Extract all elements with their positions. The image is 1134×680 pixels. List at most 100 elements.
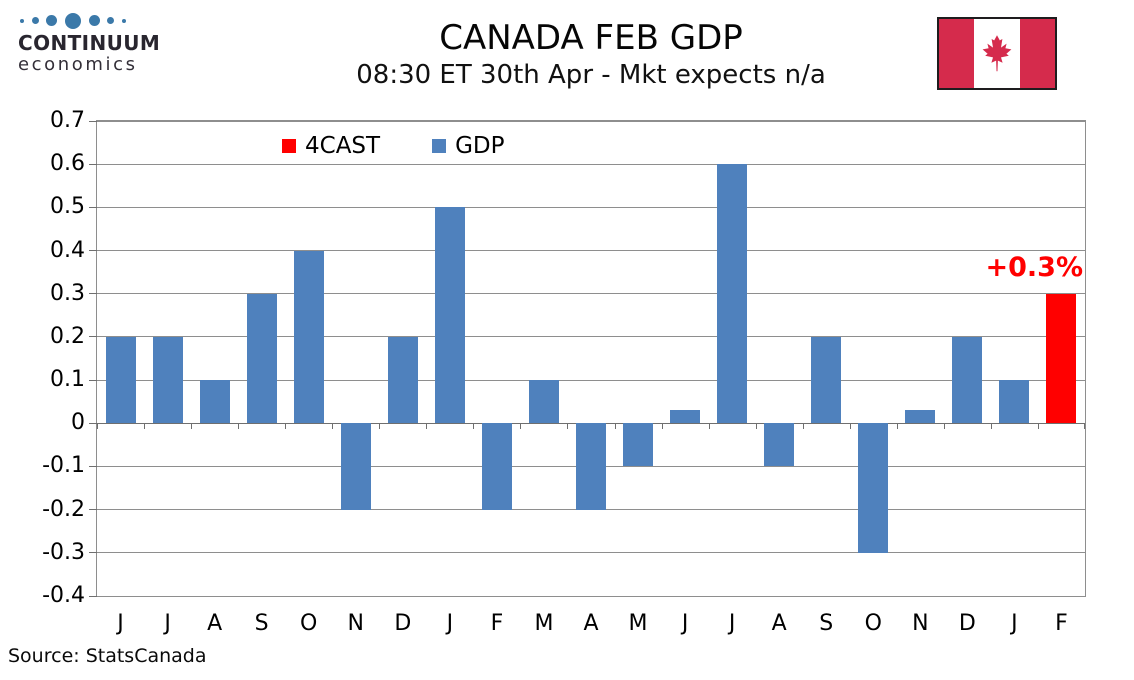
maple-leaf-icon: [982, 34, 1012, 71]
gridline: [97, 509, 1085, 511]
x-tick-mark: [473, 423, 475, 430]
x-tick-label: F: [1055, 611, 1068, 636]
x-tick-mark: [285, 423, 287, 430]
y-tick-label: 0.5: [50, 194, 85, 220]
x-tick-mark: [520, 423, 522, 430]
x-tick-label: D: [394, 611, 412, 636]
logo-dot: [64, 12, 81, 29]
bar-gdp-j: [105, 336, 136, 424]
legend-swatch-4cast: [282, 139, 296, 153]
x-tick-label: S: [819, 611, 834, 636]
bar-4cast-f: [1046, 293, 1077, 424]
bar-gdp-j: [434, 207, 465, 424]
bar-gdp-s: [811, 336, 842, 424]
bar-gdp-s: [246, 293, 277, 424]
x-tick-mark: [708, 423, 710, 430]
y-tick-label: -0.4: [42, 583, 85, 608]
y-tick-label: 0.2: [50, 323, 85, 349]
logo-dot: [121, 18, 126, 23]
legend-item-gdp: GDP: [432, 133, 504, 159]
gridline: [97, 552, 1085, 554]
y-tick-label: 0.1: [50, 367, 85, 393]
x-tick-label: J: [728, 611, 736, 636]
x-tick-label: S: [254, 611, 269, 636]
title-block: CANADA FEB GDP 08:30 ET 30th Apr - Mkt e…: [96, 18, 1086, 90]
forecast-annotation: +0.3%: [985, 252, 1083, 283]
gridline: [97, 336, 1085, 338]
x-tick-mark: [1084, 423, 1085, 430]
x-tick-label: J: [1011, 611, 1018, 636]
x-tick-mark: [755, 423, 757, 430]
legend-label-gdp: GDP: [455, 133, 505, 159]
x-tick-label: J: [681, 611, 689, 636]
x-tick-label: D: [958, 611, 976, 636]
gridline: [97, 595, 1085, 597]
source-caption: Source: StatsCanada: [8, 645, 207, 667]
y-tick-mark: [89, 163, 97, 165]
x-tick-label: J: [117, 611, 124, 636]
x-tick-mark: [332, 423, 334, 430]
y-tick-label: -0.3: [42, 539, 85, 565]
y-tick-mark: [89, 552, 97, 554]
y-tick-mark: [89, 336, 97, 338]
bar-gdp-o: [858, 423, 889, 553]
logo-subtitle: economics: [18, 54, 138, 75]
y-tick-mark: [89, 379, 97, 381]
y-tick-label: -0.2: [42, 496, 85, 522]
x-tick-mark: [191, 423, 193, 430]
x-tick-label: M: [534, 611, 554, 636]
y-tick-mark: [89, 206, 97, 208]
x-tick-mark: [1037, 423, 1039, 430]
y-tick-label: 0.3: [50, 280, 85, 306]
x-tick-mark: [426, 423, 428, 430]
x-tick-mark: [238, 423, 240, 430]
y-tick-label: 0.4: [50, 237, 85, 263]
bar-gdp-j: [717, 164, 748, 424]
logo-dots-icon: [20, 12, 126, 29]
bar-gdp-j: [152, 336, 183, 424]
x-tick-mark: [896, 423, 898, 430]
legend-label-4cast: 4CAST: [305, 133, 381, 159]
bar-gdp-n: [340, 423, 371, 510]
y-tick-label: 0.6: [50, 151, 85, 177]
x-tick-label: A: [771, 611, 787, 636]
x-tick-label: J: [164, 611, 171, 636]
x-tick-mark: [614, 423, 616, 430]
x-tick-label: A: [207, 611, 223, 636]
x-tick-label: M: [628, 611, 648, 636]
bar-gdp-f: [481, 423, 512, 510]
gridline: [97, 120, 1085, 122]
flag-red-band: [1020, 19, 1055, 88]
y-tick-mark: [89, 465, 97, 467]
y-tick-mark: [89, 422, 97, 424]
x-tick-label: A: [583, 611, 599, 636]
logo-dot: [31, 17, 39, 24]
gridline: [97, 293, 1085, 295]
logo-dot: [107, 17, 115, 24]
y-tick-mark: [89, 595, 97, 597]
bar-gdp-a: [764, 423, 795, 467]
legend-swatch-gdp: [432, 139, 447, 153]
x-tick-label: J: [446, 611, 454, 636]
x-tick-mark: [990, 423, 992, 430]
chart-subtitle: 08:30 ET 30th Apr - Mkt expects n/a: [356, 60, 826, 90]
bar-gdp-n: [905, 410, 936, 424]
gridline: [97, 163, 1085, 165]
y-tick-mark: [89, 250, 97, 252]
flag-red-band: [939, 19, 974, 88]
bar-gdp-j: [670, 410, 701, 424]
logo-dot: [20, 18, 24, 23]
canada-flag-icon: [937, 17, 1057, 90]
logo-dot: [46, 15, 58, 26]
gridline: [97, 206, 1085, 208]
x-tick-mark: [802, 423, 804, 430]
flag-white-band: [973, 19, 1021, 88]
x-tick-label: N: [912, 611, 929, 636]
bar-gdp-m: [623, 423, 654, 467]
y-tick-label: -0.1: [42, 453, 85, 479]
bar-gdp-j: [999, 380, 1030, 424]
bar-gdp-d: [387, 336, 418, 424]
x-tick-mark: [97, 423, 98, 430]
legend-item-4cast: 4CAST: [282, 133, 380, 159]
plot-area: 4CAST GDP +0.3% 0.7 0.6 0.5 0.4 0.3 0.2 0.1 0 -0…: [42, 109, 1086, 636]
